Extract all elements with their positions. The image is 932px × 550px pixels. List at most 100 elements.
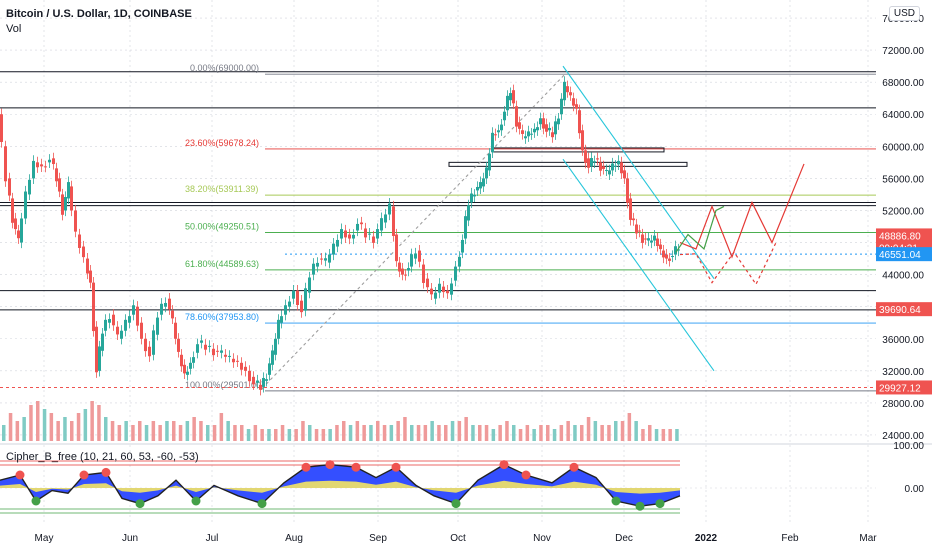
cipher-signal-dot [15,470,25,480]
volume-bar [355,421,360,441]
candle [560,98,563,115]
candle [407,268,410,271]
volume-bar [396,421,400,441]
volume-bar [308,425,312,441]
x-tick-label: Mar [859,533,877,544]
volume-bar [151,421,156,441]
candle [626,178,629,203]
candle [183,364,186,374]
cipher-signal-dot [655,499,665,509]
candle [364,228,367,238]
candle [78,234,81,248]
candle [414,253,417,259]
candle [467,205,470,221]
candle [200,340,203,343]
candle [89,270,92,283]
y-tick-label: 52000.00 [882,206,924,217]
candle [244,366,247,371]
candle [144,338,147,352]
candle [442,286,445,293]
volume-bar [675,429,679,441]
volume-bar [573,425,577,441]
candle [551,132,554,138]
candle [665,254,668,259]
candle [236,360,239,362]
candle [454,266,457,281]
volume-bar [76,413,81,441]
volume-bar [586,417,591,441]
candle [300,300,303,313]
candle [635,224,638,234]
candle [70,186,73,211]
candle [180,354,183,367]
volume-bar [70,421,74,441]
candle [430,288,433,295]
candle [86,258,89,274]
candle [491,132,494,153]
y-tick-label: 72000.00 [882,46,924,57]
candle [232,358,235,363]
volume-bar [478,425,482,441]
candle [174,322,177,339]
volume-bar [212,425,217,441]
candle [593,161,596,163]
volume-bar [267,429,271,441]
volume-bar [552,429,557,441]
cipher-signal-dot [79,470,89,480]
volume-bar [246,429,251,441]
candle [450,283,453,295]
y-tick-label: 56000.00 [882,174,924,185]
candle [228,355,231,357]
candle [116,326,119,335]
candle [590,158,593,167]
volume-bar [42,409,47,441]
volume-bar [518,429,523,441]
candle [446,290,449,294]
candle [136,306,139,326]
candle [128,316,131,323]
candle [240,362,243,370]
candle [36,162,39,168]
candle [376,229,379,239]
candle [148,346,151,357]
fib-level-label: 61.80%(44589.63) [185,259,259,269]
volume-bar [185,421,190,441]
volume-bar [634,421,638,441]
volume-bar [437,425,441,441]
volume-bar [471,425,475,441]
candle [530,133,533,135]
candle [404,274,407,276]
x-tick-label: Oct [450,533,466,544]
projection-wave-green [675,205,725,253]
candle [422,264,425,283]
candle [64,196,67,211]
candle [650,240,653,243]
candle [304,288,307,311]
y-tick-label: 60000.00 [882,142,924,153]
candle [569,92,572,96]
candle [82,246,85,258]
y-tick-label: 64000.00 [882,110,924,121]
candle [548,127,551,131]
price-badge [876,380,932,395]
candle [434,292,437,299]
price-badge-label: 48886.80 [879,231,921,242]
candle [61,194,64,215]
volume-bar [56,421,60,441]
candle [208,345,211,347]
volume-bar [226,421,230,441]
candle [476,186,479,191]
candle [256,380,259,383]
fib-level-label: 38.20%(53911.39) [185,184,258,194]
currency-selector[interactable]: USD [888,6,920,21]
cipher-signal-dot [451,499,461,509]
candle [521,130,524,134]
candle [572,98,575,106]
volume-bar [376,421,380,441]
volume-bar [450,421,455,441]
volume-bar [83,409,88,441]
candle [677,249,680,251]
candle [524,136,527,139]
candle [372,236,375,243]
